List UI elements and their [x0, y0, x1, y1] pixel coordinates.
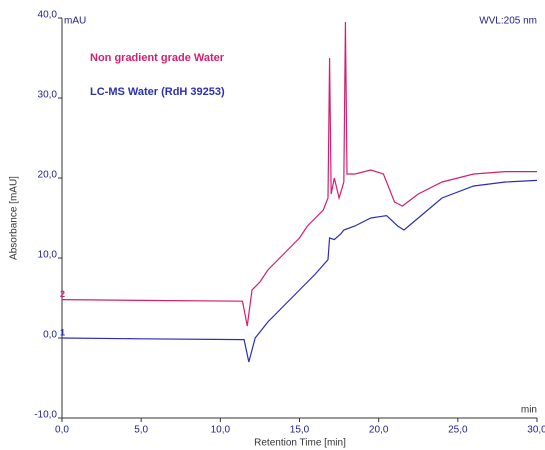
y-tick-label: 30,0	[38, 90, 58, 101]
x-tick-label: 5,0	[134, 425, 148, 436]
trace	[61, 21, 537, 327]
x-axis-title: Retention Time [min]	[254, 438, 346, 449]
x-tick-label: 0,0	[55, 425, 69, 436]
y-tick-label: 40,0	[38, 10, 58, 21]
trace-number: 1	[60, 327, 65, 337]
x-tick-label: 30,0	[527, 425, 545, 436]
legend-entry: Non gradient grade Water	[90, 52, 225, 64]
y-tick-label: 0,0	[43, 330, 57, 341]
x-tick-label: 25,0	[448, 425, 468, 436]
x-tick-label: 15,0	[290, 425, 310, 436]
y-unit: mAU	[64, 16, 86, 27]
trace-number: 2	[60, 289, 65, 299]
wavelength: WVL:205 nm	[479, 16, 537, 27]
y-tick-label: 20,0	[38, 170, 58, 181]
y-tick-label: -10,0	[34, 410, 57, 421]
x-unit: min	[521, 405, 537, 416]
y-tick-label: 10,0	[38, 250, 58, 261]
x-tick-label: 10,0	[211, 425, 231, 436]
trace	[61, 179, 538, 363]
x-tick-label: 20,0	[369, 425, 389, 436]
legend-entry: LC-MS Water (RdH 39253)	[90, 86, 225, 98]
y-axis-title: Absorbance [mAU]	[9, 176, 20, 260]
